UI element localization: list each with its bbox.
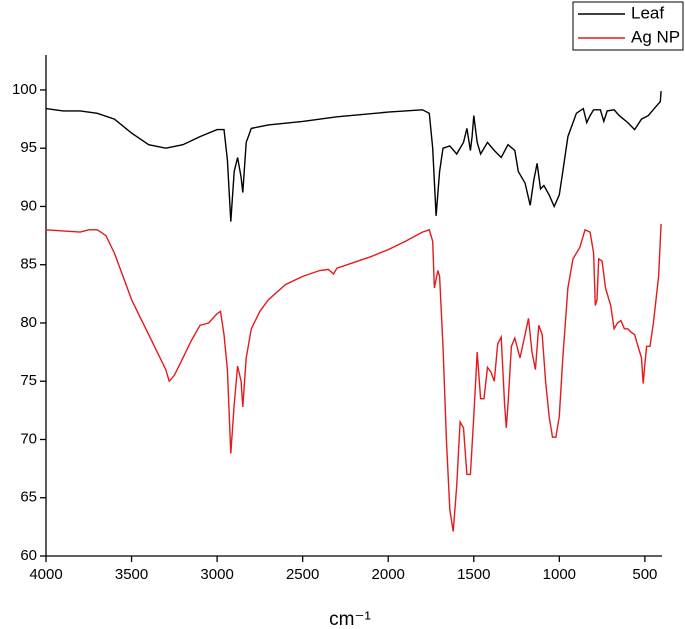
x-tick-label: 2500 xyxy=(286,566,319,583)
x-tick-label: 500 xyxy=(632,566,657,583)
x-tick-label: 4000 xyxy=(29,566,62,583)
y-tick-label: 85 xyxy=(20,256,37,273)
legend-label: Leaf xyxy=(631,3,664,22)
y-tick-label: 65 xyxy=(20,489,37,506)
x-tick-label: 3500 xyxy=(115,566,148,583)
x-tick-label: 3000 xyxy=(200,566,233,583)
x-tick-label: 1000 xyxy=(543,566,576,583)
spectrum-line xyxy=(45,91,662,222)
y-tick-label: 80 xyxy=(20,314,37,331)
y-tick-label: 70 xyxy=(20,430,37,447)
y-tick-label: 100 xyxy=(12,81,37,98)
legend-box xyxy=(572,1,684,51)
y-tick-label: 95 xyxy=(20,139,37,156)
y-tick-label: 90 xyxy=(20,197,37,214)
x-tick-label: 2000 xyxy=(372,566,405,583)
x-tick-label: 1500 xyxy=(457,566,490,583)
y-tick-label: 60 xyxy=(20,547,37,564)
spectrum-line xyxy=(45,223,662,532)
legend-label: Ag NP xyxy=(631,27,680,46)
x-axis-label: cm⁻¹ xyxy=(329,609,371,629)
y-tick-label: 75 xyxy=(20,372,37,389)
